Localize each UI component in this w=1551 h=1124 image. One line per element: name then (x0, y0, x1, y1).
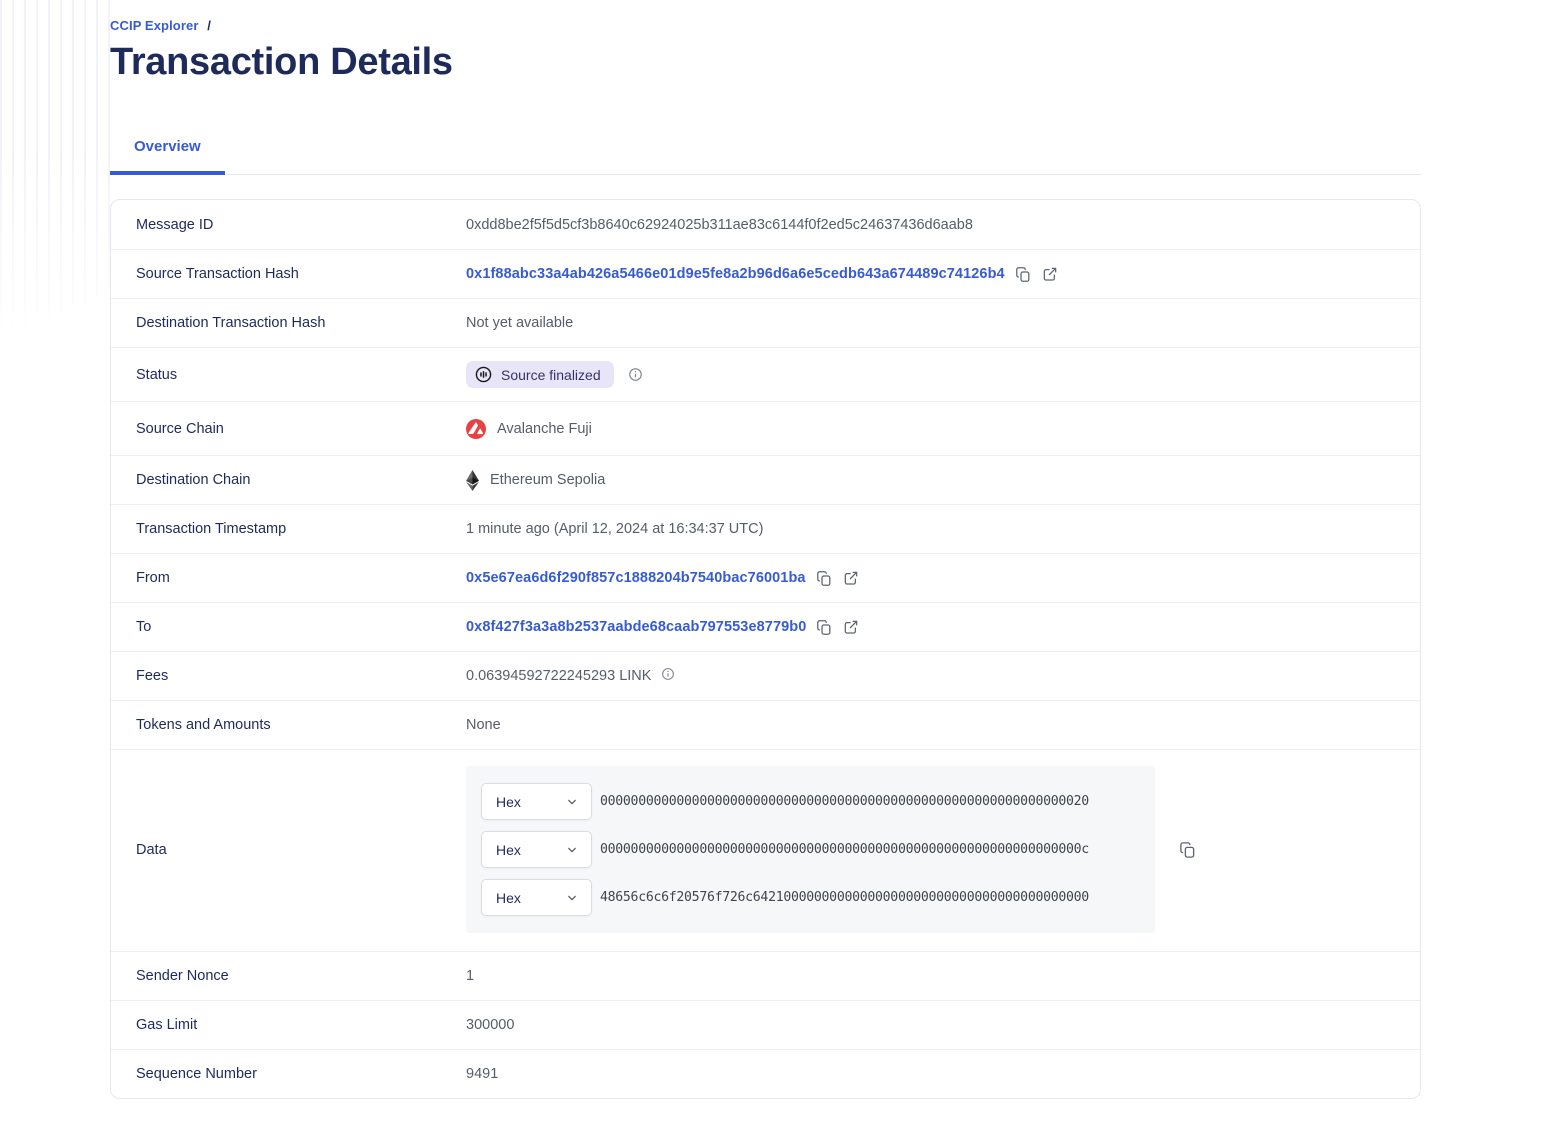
hex-format-label: Hex (496, 841, 521, 858)
hex-data-value: 0000000000000000000000000000000000000000… (600, 842, 1089, 857)
chevron-down-icon (565, 795, 579, 809)
fees-value: 0.06394592722245293 LINK (466, 668, 652, 684)
source-tx-hash-link[interactable]: 0x1f88abc33a4ab426a5466e01d9e5fe8a2b96d6… (466, 266, 1005, 282)
row-destination-chain: Destination Chain Ethereum Sepolia (111, 455, 1420, 504)
data-hex-line: Hex 000000000000000000000000000000000000… (481, 831, 1140, 868)
external-link-icon[interactable] (843, 570, 859, 586)
row-label: Tokens and Amounts (136, 717, 271, 733)
row-from: From 0x5e67ea6d6f290f857c1888204b7540bac… (111, 553, 1420, 602)
row-label: Destination Transaction Hash (136, 315, 326, 331)
row-tokens-and-amounts: Tokens and Amounts None (111, 700, 1420, 749)
row-to: To 0x8f427f3a3a8b2537aabde68caab797553e8… (111, 602, 1420, 651)
tab-bar: Overview (110, 128, 1421, 175)
external-link-icon[interactable] (843, 619, 859, 635)
row-transaction-timestamp: Transaction Timestamp 1 minute ago (Apri… (111, 504, 1420, 553)
hex-data-value: 0000000000000000000000000000000000000000… (600, 794, 1089, 809)
row-label: Transaction Timestamp (136, 521, 287, 537)
row-label: To (136, 619, 152, 635)
row-source-transaction-hash: Source Transaction Hash 0x1f88abc33a4ab4… (111, 249, 1420, 298)
breadcrumb-separator: / (207, 18, 211, 33)
row-label: Destination Chain (136, 472, 251, 488)
row-status: Status Source finalized (111, 347, 1420, 401)
status-badge-label: Source finalized (501, 366, 601, 383)
hex-format-label: Hex (496, 889, 521, 906)
row-sequence-number: Sequence Number 9491 (111, 1049, 1420, 1098)
sequence-number-value: 9491 (466, 1066, 499, 1082)
transaction-details-table: Message ID 0xdd8be2f5f5d5cf3b8640c629240… (110, 199, 1421, 1099)
finality-icon (475, 366, 492, 383)
breadcrumb: CCIP Explorer / (110, 18, 1531, 33)
copy-icon[interactable] (1179, 841, 1197, 859)
row-message-id: Message ID 0xdd8be2f5f5d5cf3b8640c629240… (111, 200, 1420, 249)
row-label: Source Transaction Hash (136, 266, 299, 282)
data-hex-line: Hex 48656c6c6f20576f726c6421000000000000… (481, 879, 1140, 916)
copy-icon[interactable] (816, 570, 833, 587)
row-label: Gas Limit (136, 1017, 198, 1033)
sender-nonce-value: 1 (466, 968, 475, 984)
from-address-link[interactable]: 0x5e67ea6d6f290f857c1888204b7540bac76001… (466, 570, 806, 586)
data-hex-box: Hex 000000000000000000000000000000000000… (466, 766, 1155, 933)
row-label: Fees (136, 668, 169, 684)
status-badge: Source finalized (466, 361, 614, 388)
info-icon[interactable] (628, 367, 643, 382)
row-data: Data Hex 0000000000000000000000000000000… (111, 749, 1420, 951)
row-source-chain: Source Chain Avalanche Fuji (111, 401, 1420, 455)
tab-overview[interactable]: Overview (110, 128, 225, 175)
destination-chain-value: Ethereum Sepolia (466, 469, 606, 491)
destination-chain-name: Ethereum Sepolia (490, 472, 606, 488)
chevron-down-icon (565, 843, 579, 857)
source-chain-value: Avalanche Fuji (466, 418, 592, 439)
hex-format-label: Hex (496, 793, 521, 810)
row-destination-transaction-hash: Destination Transaction Hash Not yet ava… (111, 298, 1420, 347)
breadcrumb-link-ccip-explorer[interactable]: CCIP Explorer (110, 18, 199, 33)
chevron-down-icon (565, 891, 579, 905)
to-address-link[interactable]: 0x8f427f3a3a8b2537aabde68caab797553e8779… (466, 619, 807, 635)
avalanche-icon (466, 418, 486, 439)
row-label: Sender Nonce (136, 968, 229, 984)
row-gas-limit: Gas Limit 300000 (111, 1000, 1420, 1049)
data-hex-line: Hex 000000000000000000000000000000000000… (481, 783, 1140, 820)
page-title: Transaction Details (110, 41, 453, 83)
timestamp-value: 1 minute ago (April 12, 2024 at 16:34:37… (466, 521, 764, 537)
external-link-icon[interactable] (1042, 266, 1058, 282)
destination-tx-hash-value: Not yet available (466, 315, 574, 331)
hex-format-select[interactable]: Hex (481, 783, 592, 820)
row-label: From (136, 570, 170, 586)
ethereum-icon (466, 469, 479, 491)
transaction-details-page: CCIP Explorer / Transaction Details Over… (110, 18, 1531, 1099)
tokens-value: None (466, 717, 501, 733)
info-icon[interactable] (661, 667, 675, 681)
row-label: Status (136, 366, 178, 383)
row-sender-nonce: Sender Nonce 1 (111, 951, 1420, 1000)
row-fees: Fees 0.06394592722245293 LINK (111, 651, 1420, 700)
hex-format-select[interactable]: Hex (481, 879, 592, 916)
hex-format-select[interactable]: Hex (481, 831, 592, 868)
message-id-value: 0xdd8be2f5f5d5cf3b8640c62924025b311ae83c… (466, 216, 973, 233)
copy-icon[interactable] (1015, 266, 1032, 283)
hex-data-value: 48656c6c6f20576f726c64210000000000000000… (600, 890, 1089, 905)
source-chain-name: Avalanche Fuji (497, 420, 592, 437)
copy-icon[interactable] (816, 619, 833, 636)
row-label: Sequence Number (136, 1066, 257, 1082)
gas-limit-value: 300000 (466, 1017, 515, 1033)
row-label: Source Chain (136, 420, 224, 437)
row-label: Message ID (136, 216, 214, 233)
row-label: Data (136, 841, 167, 858)
